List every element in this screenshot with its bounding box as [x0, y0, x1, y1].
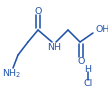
Text: NH$_2$: NH$_2$: [2, 68, 22, 80]
Text: NH: NH: [47, 43, 61, 52]
Text: H: H: [84, 65, 91, 74]
Text: O: O: [77, 57, 85, 66]
Text: O: O: [34, 7, 42, 16]
Text: OH: OH: [95, 25, 108, 35]
Text: Cl: Cl: [83, 78, 93, 88]
